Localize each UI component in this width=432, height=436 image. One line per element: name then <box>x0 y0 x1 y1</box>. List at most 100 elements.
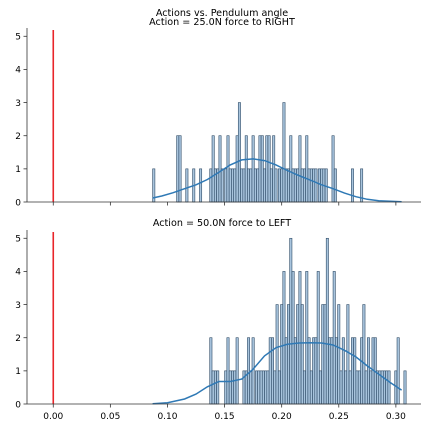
bottom-x-tick-label: 0.00 <box>43 412 63 422</box>
top-histogram-bar <box>218 135 222 203</box>
bottom-x-tick-label: 0.15 <box>215 412 235 422</box>
top-histogram-bar <box>317 168 321 203</box>
top-histogram-bar <box>211 135 215 203</box>
panel-top: Action = 25.0N force to RIGHT 0 1 2 3 4 5 <box>15 17 421 208</box>
bottom-x-tick-label: 0.30 <box>386 412 406 422</box>
top-histogram-bar <box>351 168 354 203</box>
bottom-histogram-bar <box>367 337 370 405</box>
top-histogram-bar <box>305 135 309 203</box>
top-histogram-bar <box>253 168 257 203</box>
bottom-histogram-bar <box>257 370 261 405</box>
bottom-histogram-bar <box>360 337 364 405</box>
bottom-histogram-bar <box>357 370 361 405</box>
bottom-histogram-bar <box>369 370 373 405</box>
top-histogram-bar <box>263 168 266 203</box>
top-histogram-bar <box>237 102 241 203</box>
top-y-tick-label: 1 <box>15 165 21 175</box>
top-histogram-bar <box>220 168 224 203</box>
bottom-histogram-bar <box>353 337 357 405</box>
top-histogram-bar <box>240 168 244 203</box>
bottom-histogram-bar <box>396 337 400 405</box>
top-histogram-bar <box>312 168 316 203</box>
bottom-histogram-bar <box>209 337 213 405</box>
top-histogram-bar <box>272 135 276 203</box>
top-histogram-bar <box>300 168 304 203</box>
bottom-histogram-bar <box>403 370 407 405</box>
panel-top-title: Action = 25.0N force to RIGHT <box>149 17 295 28</box>
top-histogram-bar <box>178 135 182 203</box>
bottom-histogram-bar <box>291 271 295 405</box>
top-histogram-bar <box>309 168 313 203</box>
top-histogram-bar <box>298 135 302 203</box>
bottom-y-tick-label: 4 <box>15 268 21 278</box>
top-histogram-bar <box>235 135 239 203</box>
bottom-histogram-bar <box>247 337 250 405</box>
bottom-histogram-bar <box>385 370 389 405</box>
bottom-histogram-bar <box>319 370 322 405</box>
bottom-histogram-bar <box>323 304 327 405</box>
bottom-histogram-bar <box>314 337 318 405</box>
bottom-histogram-bar <box>255 370 258 405</box>
bottom-histogram-bar <box>287 304 290 405</box>
top-histogram-bar <box>199 168 203 203</box>
bottom-histogram-bar <box>312 337 316 405</box>
bottom-histogram-bar <box>303 370 306 405</box>
top-kde-line <box>152 158 402 203</box>
bottom-x-tick-label: 0.25 <box>329 412 349 422</box>
top-y-tick-label: 3 <box>15 99 21 109</box>
top-histogram-bar <box>331 135 335 203</box>
top-y-tick-label: 5 <box>15 33 21 43</box>
bottom-histogram-bar <box>339 370 343 405</box>
bottom-histogram-bar <box>341 337 345 405</box>
bottom-histogram-bar <box>296 304 300 405</box>
top-histogram-bar <box>287 168 290 203</box>
bottom-y-tick-label: 0 <box>15 400 21 410</box>
top-histogram-bar <box>289 135 293 203</box>
bottom-y-tick-label: 1 <box>15 367 21 377</box>
panel-bottom: Action = 50.0N force to LEFT 0 1 2 3 4 5 0.00 0… <box>15 218 421 422</box>
top-histogram-bar <box>269 168 273 203</box>
top-histogram-bar <box>242 168 246 203</box>
bottom-histogram-bar <box>273 370 277 405</box>
bottom-histogram-bar <box>293 337 297 405</box>
bottom-histogram-bar <box>284 337 288 405</box>
bottom-histogram-bar <box>337 304 341 405</box>
top-histogram-bar <box>244 135 248 203</box>
bottom-x-tick-label: 0.05 <box>100 412 120 422</box>
bottom-histogram-bar <box>259 370 263 405</box>
top-histogram-bar <box>258 135 262 203</box>
bottom-y-tick-label: 2 <box>15 334 21 344</box>
bottom-histogram-bar <box>271 337 274 405</box>
bottom-kde-line <box>152 341 403 405</box>
top-histogram-bar <box>231 168 235 203</box>
bottom-histogram-bar <box>266 370 270 405</box>
top-histogram-bar <box>228 168 232 203</box>
top-histogram-bar <box>314 168 318 203</box>
bottom-histogram-bar <box>348 370 352 405</box>
bottom-y-tick-label: 5 <box>15 235 21 245</box>
bottom-histogram-bar <box>264 370 268 405</box>
top-histogram-bar <box>360 168 364 203</box>
top-histogram-bar <box>267 135 271 203</box>
bottom-histogram-bar <box>249 370 253 405</box>
bottom-histogram-bar <box>280 304 284 405</box>
top-histogram-bar <box>209 168 213 203</box>
top-histogram-bar <box>303 168 306 203</box>
bottom-histogram-bar <box>233 370 237 405</box>
top-y-tick-label: 0 <box>15 198 21 208</box>
top-histogram-bar <box>233 168 237 203</box>
top-histogram-bar <box>256 168 260 203</box>
bottom-histogram-bar <box>355 370 359 405</box>
bottom-histogram-bar <box>235 337 239 405</box>
bottom-histogram-bar <box>321 304 325 405</box>
bottom-histogram-bar <box>328 337 332 405</box>
bottom-histogram-bar <box>309 370 313 405</box>
top-histogram-bar <box>224 168 228 203</box>
bottom-histogram-bar <box>289 237 293 405</box>
bottom-histogram-bar <box>330 337 334 405</box>
bottom-histogram-bar <box>351 337 354 405</box>
top-histogram-bar <box>274 168 278 203</box>
bottom-histogram-bar <box>300 304 304 405</box>
bottom-histogram-bar <box>383 370 386 405</box>
